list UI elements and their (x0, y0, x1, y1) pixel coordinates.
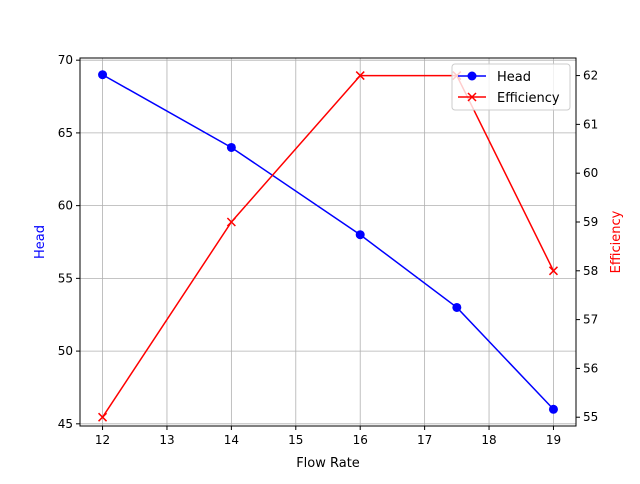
y-right-tick-label: 57 (583, 313, 598, 327)
right-y-axis-label: Efficiency (609, 210, 624, 273)
legend-efficiency-marker-icon (467, 92, 477, 102)
plot-frame (79, 57, 577, 427)
y-right-tick-label: 55 (583, 410, 598, 424)
x-tick-label: 16 (353, 433, 368, 447)
x-axis-label: Flow Rate (296, 456, 360, 471)
data-point-marker (548, 404, 558, 414)
right-y-axis-ticks: 55 56 57 58 59 60 61 62 (576, 69, 598, 424)
data-point-marker (548, 266, 558, 276)
plot-series (98, 70, 558, 422)
legend: Head Efficiency (451, 63, 571, 111)
x-tick-label: 12 (95, 433, 110, 447)
x-tick-label: 14 (224, 433, 239, 447)
y-right-tick-label: 56 (583, 361, 598, 375)
legend-head-label: Head (497, 70, 531, 85)
x-axis-ticks: 12 13 14 15 16 17 18 19 (95, 426, 561, 447)
y-right-tick-label: 62 (583, 69, 598, 83)
left-y-axis-ticks: 45 50 55 60 65 70 (58, 53, 80, 431)
y-tick-label: 55 (58, 271, 73, 285)
x-tick-label: 17 (417, 433, 432, 447)
y-tick-label: 65 (58, 126, 73, 140)
y-right-tick-label: 60 (583, 166, 598, 180)
x-tick-label: 18 (481, 433, 496, 447)
y-right-tick-label: 59 (583, 215, 598, 229)
data-point-marker (98, 70, 108, 80)
y-tick-label: 60 (58, 199, 73, 213)
legend-head-marker-icon (467, 71, 477, 81)
legend-efficiency-label: Efficiency (497, 91, 560, 106)
x-tick-label: 15 (288, 433, 303, 447)
y-tick-label: 70 (58, 53, 73, 67)
y-tick-label: 45 (58, 417, 73, 431)
data-point-marker (98, 412, 108, 422)
x-tick-label: 13 (159, 433, 174, 447)
y-right-tick-label: 58 (583, 264, 598, 278)
x-tick-label: 19 (546, 433, 561, 447)
y-right-tick-label: 61 (583, 117, 598, 131)
data-point-marker (355, 230, 365, 240)
series-line-efficiency (101, 74, 555, 418)
y-tick-label: 50 (58, 344, 73, 358)
series-line-head (102, 74, 554, 410)
left-y-axis-label: Head (33, 225, 48, 259)
data-point-marker (226, 142, 236, 152)
data-point-marker (226, 217, 236, 227)
data-point-marker (452, 302, 462, 312)
grid-lines (80, 58, 576, 426)
data-point-marker (355, 71, 365, 81)
